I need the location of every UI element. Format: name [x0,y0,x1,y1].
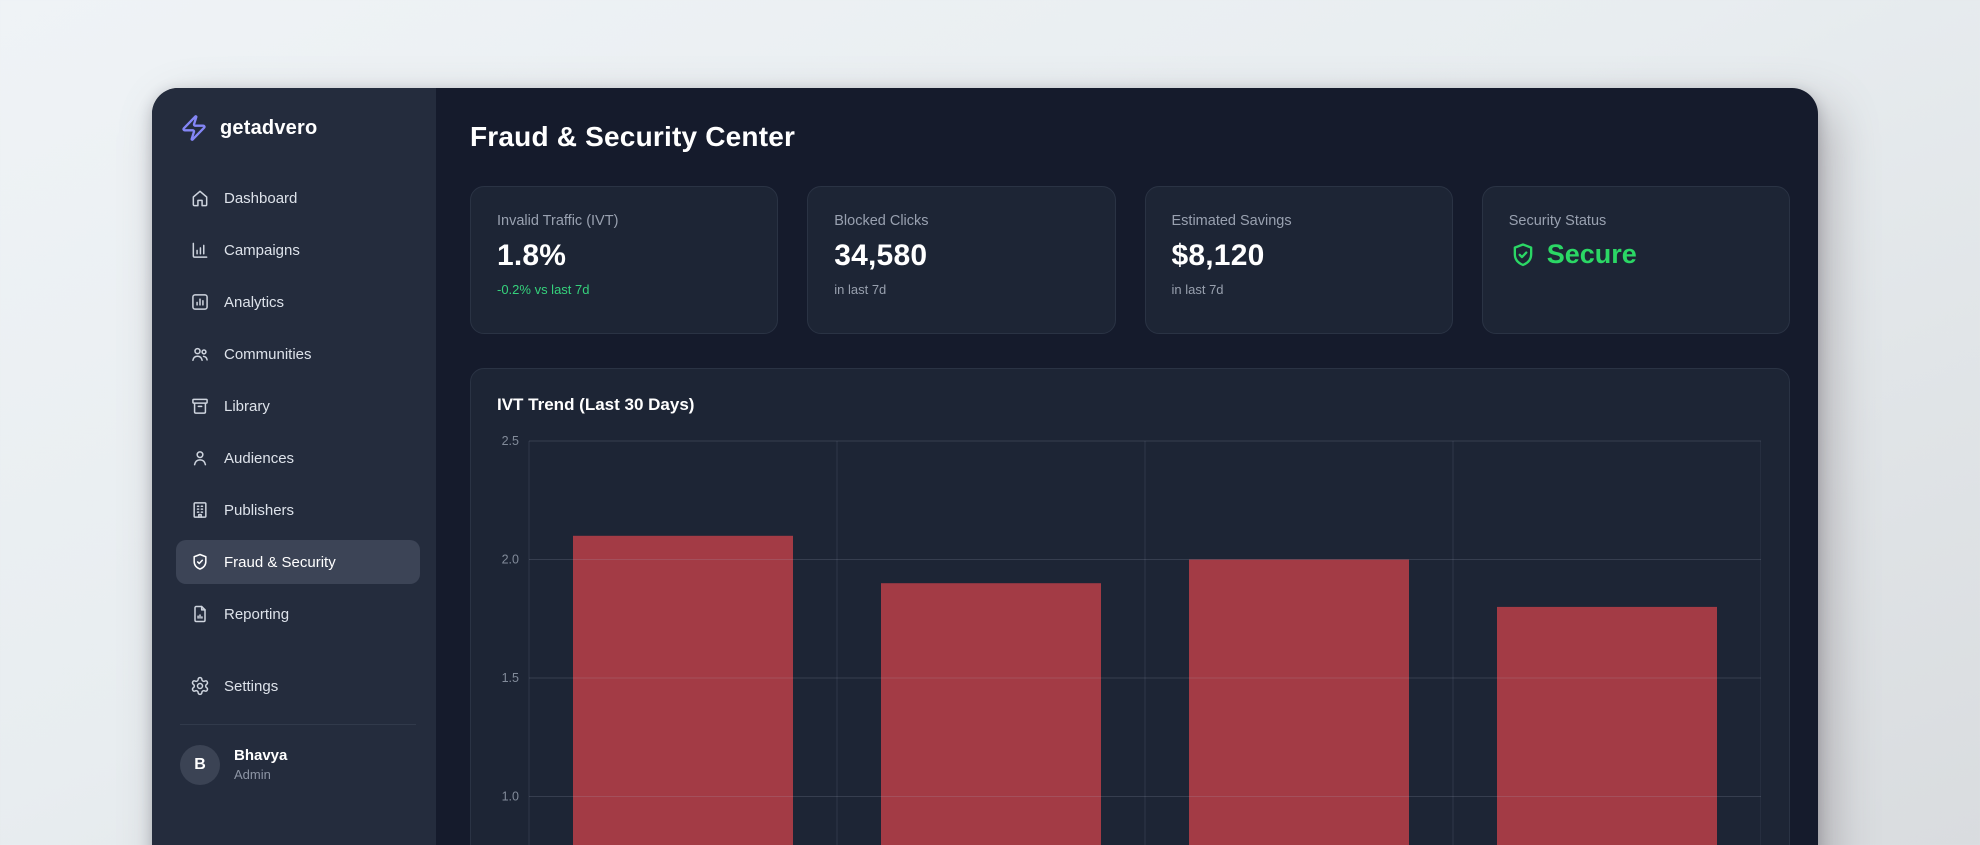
sidebar-item-label: Dashboard [224,189,298,207]
sidebar: getadvero Dashboard Campaigns Analytics [152,88,436,845]
stat-card-blocked-clicks: Blocked Clicks 34,580 in last 7d [807,186,1116,334]
stat-label: Security Status [1508,213,1607,229]
sidebar-item-analytics[interactable]: Analytics [176,280,420,324]
ivt-bar [881,583,1101,845]
brand-logo: getadvero [176,108,420,148]
y-axis-tick-label: 2.5 [502,434,519,448]
bar-chart-icon [192,242,208,258]
sidebar-item-publishers[interactable]: Publishers [176,488,420,532]
user-role: Admin [234,767,271,782]
main-content: Fraud & Security Center Invalid Traffic … [436,88,1818,845]
stat-card-invalid-traffic: Invalid Traffic (IVT) 1.8% -0.2% vs last… [470,186,779,334]
sidebar-item-label: Communities [224,345,312,363]
sidebar-divider [180,724,416,725]
sidebar-item-fraud-security[interactable]: Fraud & Security [176,540,420,584]
page-title: Fraud & Security Center [470,121,796,152]
brand-name: getadvero [220,116,318,139]
sidebar-item-label: Analytics [224,293,285,311]
user-profile[interactable]: B Bhavya Admin [176,745,420,785]
y-axis-tick-label: 1.5 [502,671,519,685]
sidebar-item-label: Fraud & Security [224,553,336,571]
stat-label: Estimated Savings [1171,213,1292,229]
sidebar-item-label: Settings [224,677,279,695]
user-name: Bhavya [234,747,288,764]
stat-sub: in last 7d [1171,282,1224,297]
security-status: Secure [1509,239,1763,270]
stat-sub: in last 7d [834,282,887,297]
ivt-bar [573,535,793,845]
sidebar-item-label: Audiences [224,449,295,467]
stat-cards-row: Invalid Traffic (IVT) 1.8% -0.2% vs last… [470,186,1790,334]
sidebar-item-settings[interactable]: Settings [176,664,420,708]
sidebar-item-communities[interactable]: Communities [176,332,420,376]
app-window: getadvero Dashboard Campaigns Analytics [152,88,1818,845]
avatar: B [180,745,220,785]
chart-title: IVT Trend (Last 30 Days) [497,395,695,414]
bar-chart-svg: 2.5 2.0 1.5 1.0 [502,434,1762,845]
sidebar-item-dashboard[interactable]: Dashboard [176,176,420,220]
users-icon [192,347,208,361]
stat-card-security-status: Security Status Secure [1481,186,1790,334]
sidebar-item-library[interactable]: Library [176,384,420,428]
stat-delta: -0.2% vs last 7d [497,282,590,297]
shield-check-icon [193,553,207,570]
building-icon [193,502,207,518]
sidebar-item-label: Reporting [224,605,290,623]
sidebar-item-label: Publishers [224,501,295,519]
sidebar-item-campaigns[interactable]: Campaigns [176,228,420,272]
stat-value: 34,580 [834,239,928,272]
lightning-bolt-icon [182,115,206,141]
ivt-bar [1497,606,1717,845]
archive-icon [192,398,208,414]
y-axis-tick-label: 2.0 [502,553,519,567]
ivt-bar [1189,559,1409,845]
sidebar-item-label: Campaigns [224,241,300,259]
shield-check-icon [1513,242,1533,266]
sidebar-item-audiences[interactable]: Audiences [176,436,420,480]
stat-label: Invalid Traffic (IVT) [497,213,619,229]
y-axis-tick-label: 1.0 [502,790,519,804]
gear-icon [191,676,209,696]
report-document-icon [194,605,206,623]
person-icon [193,451,207,466]
sidebar-item-label: Library [224,397,270,415]
sidebar-item-reporting[interactable]: Reporting [176,592,420,636]
stat-label: Blocked Clicks [834,213,929,229]
sidebar-nav: Dashboard Campaigns Analytics Communitie… [176,176,420,708]
stat-card-estimated-savings: Estimated Savings $8,120 in last 7d [1144,186,1453,334]
status-badge: Secure [1546,239,1637,269]
home-icon [192,190,208,207]
ivt-trend-bar-chart: 2.5 2.0 1.5 1.0 [497,417,1763,845]
chart-square-icon [192,294,208,310]
stat-value: 1.8% [497,239,567,272]
ivt-trend-chart-card: IVT Trend (Last 30 Days) 2.5 2.0 1.5 1.0 [470,368,1790,845]
stat-value: $8,120 [1171,239,1265,272]
